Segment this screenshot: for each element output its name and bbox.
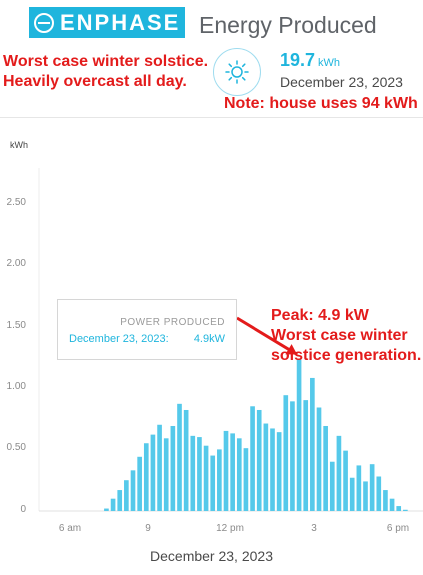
annotation-peak-1: Peak: 4.9 kW — [271, 307, 369, 324]
y-tick-label: 1.50 — [6, 320, 26, 331]
x-tick-label: 6 am — [58, 523, 82, 534]
chart-bar[interactable] — [177, 403, 182, 511]
chart-bar[interactable] — [270, 428, 275, 511]
chart-bar[interactable] — [210, 455, 216, 511]
tooltip-title: POWER PRODUCED — [120, 317, 225, 328]
chart-bar[interactable] — [283, 395, 289, 511]
chart-bar[interactable] — [190, 435, 196, 511]
y-tick-label: 0 — [20, 504, 26, 515]
annotation-note-left-1: Worst case winter solstice. — [3, 53, 209, 70]
x-tick-label: 12 pm — [216, 523, 244, 534]
y-axis-label: kWh — [10, 140, 28, 150]
chart-bar[interactable] — [117, 490, 123, 511]
chart-bar[interactable] — [250, 406, 255, 511]
chart-bar[interactable] — [376, 476, 382, 512]
chart-bar[interactable] — [124, 480, 129, 511]
chart-bar[interactable] — [403, 509, 408, 511]
y-tick-label: 1.00 — [6, 381, 26, 392]
chart-bar[interactable] — [296, 359, 302, 511]
sun-icon — [213, 48, 261, 96]
annotation-peak-3: solstice generation. — [271, 347, 422, 364]
peak-arrow-head — [285, 344, 298, 355]
chart-bar[interactable] — [256, 409, 262, 511]
chart-bar[interactable] — [137, 456, 142, 511]
chart-bar[interactable] — [143, 443, 149, 511]
tooltip-value: 4.9kW — [193, 333, 225, 345]
y-tick-label: 0.50 — [6, 442, 26, 453]
chart-bar[interactable] — [356, 465, 362, 511]
x-tick-label: 6 pm — [386, 523, 410, 534]
power-tooltip: POWER PRODUCED December 23, 2023: 4.9kW — [57, 299, 237, 360]
annotation-note-left-2: Heavily overcast all day. — [3, 73, 187, 90]
peak-arrow — [236, 316, 298, 356]
chart-bar[interactable] — [383, 490, 388, 511]
chart-bar[interactable] — [223, 430, 229, 511]
annotation-house-usage: Note: house uses 94 kWh — [224, 95, 418, 112]
chart-bar[interactable] — [310, 377, 315, 511]
chart-bar[interactable] — [323, 425, 328, 511]
chart-bar[interactable] — [243, 448, 249, 511]
brand-name: ENPHASE — [60, 9, 181, 35]
energy-date: December 23, 2023 — [280, 74, 403, 90]
y-tick-label: 2.00 — [6, 258, 26, 269]
chart-bar[interactable] — [369, 464, 375, 511]
chart-bar[interactable] — [343, 450, 348, 511]
chart-bar[interactable] — [183, 409, 189, 511]
chart-bar[interactable] — [150, 434, 156, 511]
chart-bar[interactable] — [230, 433, 235, 511]
chart-bar[interactable] — [396, 506, 402, 511]
chart-bar[interactable] — [349, 477, 355, 511]
tooltip-date: December 23, 2023: — [69, 333, 169, 345]
energy-value: 19.7 — [280, 50, 316, 70]
energy-summary: 19.7 kWh — [280, 50, 340, 71]
chart-bar[interactable] — [389, 498, 395, 511]
chart-bar[interactable] — [336, 435, 342, 511]
enphase-logo[interactable]: ENPHASE — [29, 7, 185, 38]
annotation-peak-2: Worst case winter — [271, 327, 408, 344]
chart-bar[interactable] — [157, 424, 162, 511]
x-tick-label: 9 — [145, 523, 151, 534]
chart-bar[interactable] — [303, 400, 309, 511]
chart-bar[interactable] — [110, 498, 116, 511]
x-tick-label: 3 — [311, 523, 317, 534]
chart-bar[interactable] — [329, 461, 335, 511]
energy-unit: kWh — [318, 57, 341, 69]
chart-bar[interactable] — [130, 470, 136, 511]
chart-bar[interactable] — [363, 481, 368, 511]
header-divider — [0, 117, 423, 118]
y-tick-label: 2.50 — [6, 197, 26, 208]
chart-bar[interactable] — [197, 437, 202, 511]
chart-bar[interactable] — [217, 449, 222, 511]
chart-bar[interactable] — [316, 407, 322, 511]
chart-bar[interactable] — [276, 432, 282, 511]
chart-bar[interactable] — [263, 423, 269, 511]
x-axis-label: December 23, 2023 — [150, 548, 273, 564]
chart-bar[interactable] — [104, 508, 109, 511]
enphase-logo-icon — [34, 12, 54, 33]
chart-bar[interactable] — [170, 425, 176, 511]
chart-bar[interactable] — [290, 401, 295, 511]
chart-bar[interactable] — [163, 438, 169, 511]
chart-bar[interactable] — [236, 438, 242, 511]
chart-bar[interactable] — [203, 445, 209, 511]
page-title: Energy Produced — [199, 12, 377, 38]
